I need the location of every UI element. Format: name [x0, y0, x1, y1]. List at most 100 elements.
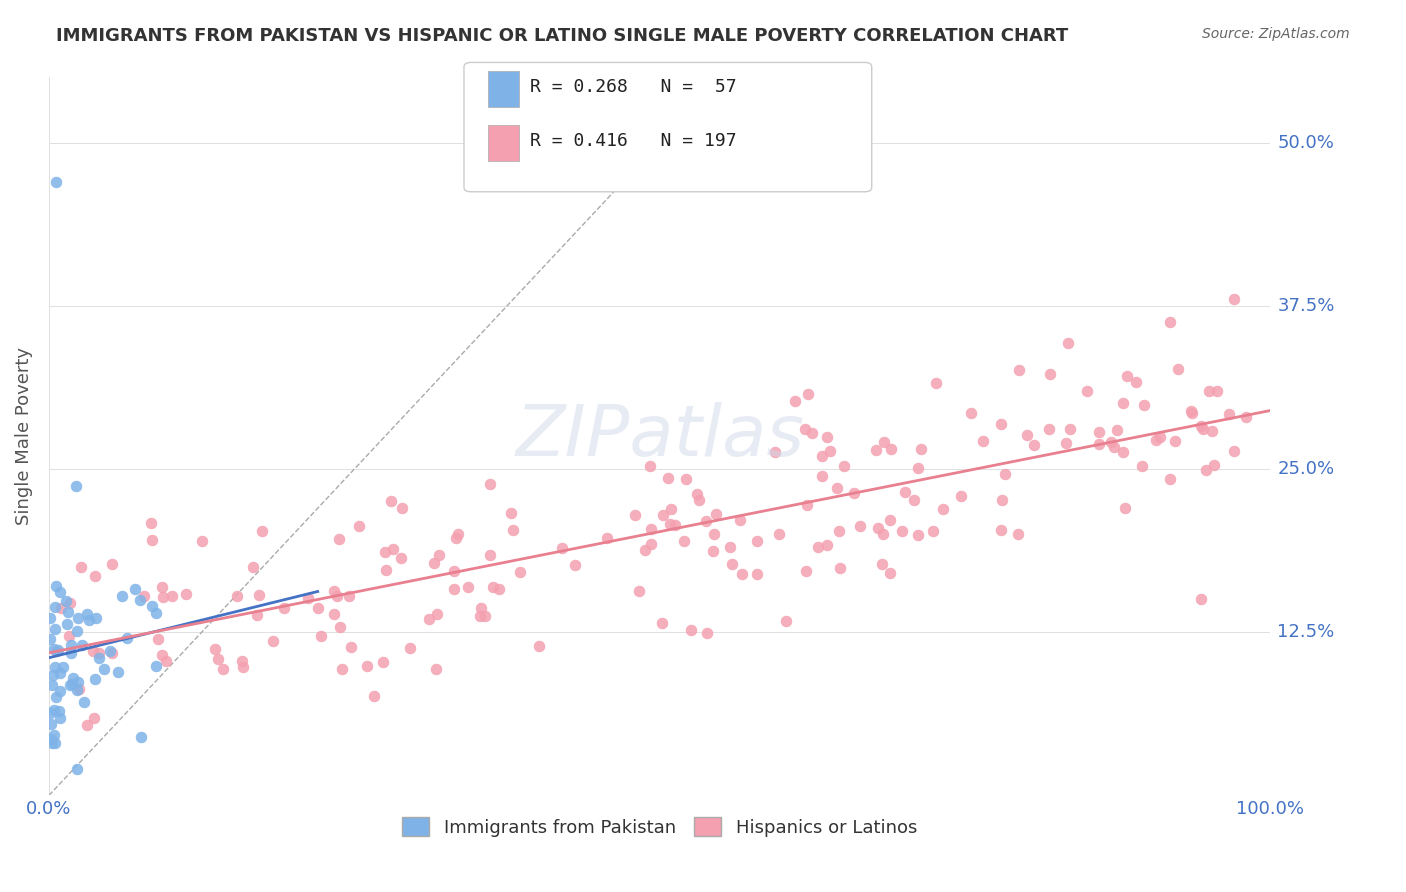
Point: [374, 545, 396, 559]
Point: [731, 567, 754, 582]
Point: [65, 478, 87, 492]
Point: [624, 508, 647, 522]
Point: [1059, 422, 1081, 436]
Point: [374, 563, 396, 577]
Point: [818, 443, 841, 458]
Point: [380, 493, 402, 508]
Point: [1039, 368, 1062, 382]
Point: [56, 605, 79, 619]
Point: [1008, 362, 1031, 376]
Point: [990, 417, 1012, 431]
Point: [1181, 406, 1204, 420]
Point: [160, 589, 183, 603]
Point: [363, 689, 385, 703]
Point: [651, 616, 673, 631]
Point: [664, 518, 686, 533]
Point: [66, 682, 89, 697]
Point: [703, 527, 725, 541]
Point: [657, 470, 679, 484]
Point: [44, 736, 66, 750]
Point: [150, 580, 173, 594]
Point: [470, 600, 492, 615]
Point: [49, 665, 72, 680]
Point: [704, 507, 727, 521]
Point: [745, 534, 768, 549]
Point: [879, 513, 901, 527]
Point: [1116, 369, 1139, 384]
Point: [1088, 425, 1111, 439]
Point: [1159, 472, 1181, 486]
Point: [1099, 435, 1122, 450]
Point: [52, 660, 75, 674]
Point: [1234, 409, 1257, 424]
Text: 37.5%: 37.5%: [1278, 297, 1334, 315]
Point: [1167, 361, 1189, 376]
Point: [60, 676, 83, 690]
Point: [1180, 404, 1202, 418]
Point: [815, 538, 838, 552]
Point: [640, 522, 662, 536]
Point: [1202, 458, 1225, 473]
Point: [297, 591, 319, 606]
Point: [340, 640, 363, 654]
Point: [39, 632, 62, 646]
Point: [890, 524, 912, 538]
Point: [329, 620, 352, 634]
Point: [145, 606, 167, 620]
Point: [1038, 422, 1060, 436]
Text: 25.0%: 25.0%: [1278, 460, 1334, 478]
Point: [793, 422, 815, 436]
Point: [101, 646, 124, 660]
Point: [226, 589, 249, 603]
Point: [994, 467, 1017, 481]
Point: [879, 566, 901, 581]
Point: [247, 589, 270, 603]
Point: [70, 638, 93, 652]
Point: [150, 648, 173, 662]
Point: [502, 523, 524, 537]
Point: [1133, 398, 1156, 412]
Point: [73, 695, 96, 709]
Point: [191, 534, 214, 549]
Point: [811, 469, 834, 483]
Point: [640, 537, 662, 551]
Point: [246, 607, 269, 622]
Point: [46, 643, 69, 657]
Point: [1088, 436, 1111, 450]
Point: [45, 579, 67, 593]
Point: [903, 493, 925, 508]
Point: [797, 387, 820, 401]
Point: [794, 564, 817, 578]
Point: [907, 460, 929, 475]
Point: [1189, 592, 1212, 607]
Point: [89, 651, 111, 665]
Point: [76, 717, 98, 731]
Text: 50.0%: 50.0%: [1278, 134, 1334, 152]
Point: [763, 444, 786, 458]
Point: [373, 656, 395, 670]
Point: [66, 675, 89, 690]
Point: [679, 624, 702, 638]
Point: [339, 589, 361, 603]
Text: R = 0.416   N = 197: R = 0.416 N = 197: [530, 132, 737, 150]
Point: [468, 608, 491, 623]
Point: [1159, 315, 1181, 329]
Point: [1104, 440, 1126, 454]
Point: [41, 735, 63, 749]
Point: [842, 486, 865, 500]
Point: [139, 516, 162, 530]
Point: [41, 678, 63, 692]
Point: [55, 594, 77, 608]
Text: ZIPatlas: ZIPatlas: [515, 402, 804, 471]
Point: [1191, 422, 1213, 436]
Point: [231, 655, 253, 669]
Point: [82, 644, 104, 658]
Point: [59, 678, 82, 692]
Point: [828, 524, 851, 538]
Point: [48, 711, 70, 725]
Point: [768, 527, 790, 541]
Point: [828, 561, 851, 575]
Point: [499, 506, 522, 520]
Point: [100, 558, 122, 572]
Point: [444, 531, 467, 545]
